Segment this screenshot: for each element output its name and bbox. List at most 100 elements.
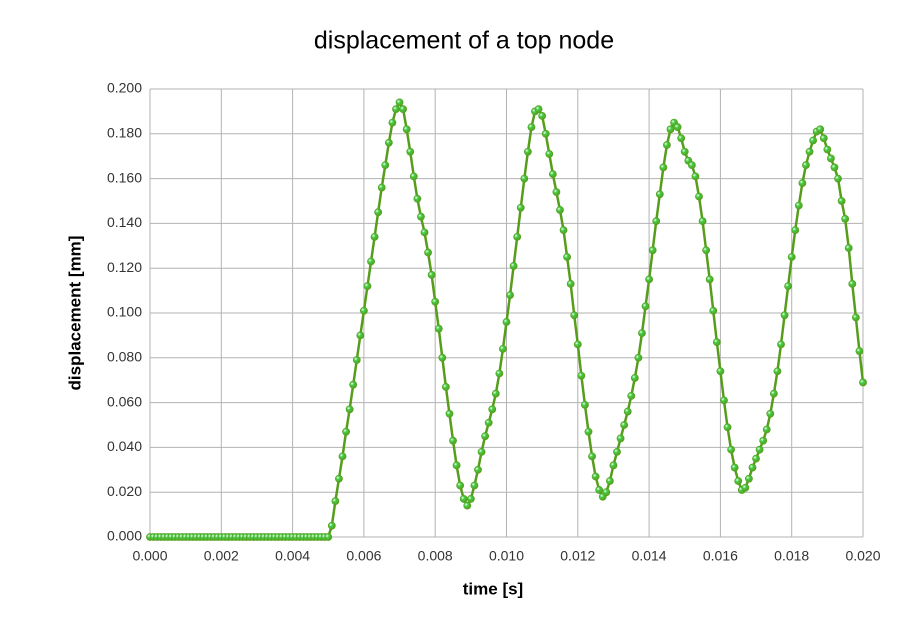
data-point bbox=[381, 161, 390, 170]
data-point bbox=[377, 183, 386, 192]
data-point bbox=[687, 161, 696, 170]
data-point bbox=[566, 279, 575, 288]
data-point bbox=[513, 232, 522, 241]
data-point bbox=[859, 378, 867, 387]
data-point bbox=[634, 353, 643, 362]
data-point bbox=[716, 367, 725, 376]
y-tick-label: 0.120 bbox=[107, 259, 142, 275]
y-tick-label: 0.000 bbox=[107, 528, 142, 544]
x-tick-label: 0.016 bbox=[703, 548, 738, 564]
data-point bbox=[352, 356, 361, 364]
data-point bbox=[638, 329, 646, 338]
data-point bbox=[363, 282, 372, 291]
data-point bbox=[741, 483, 750, 492]
data-point bbox=[367, 257, 375, 266]
data-point bbox=[809, 136, 817, 145]
data-point bbox=[523, 147, 532, 156]
data-point bbox=[584, 427, 593, 436]
data-point bbox=[548, 170, 557, 179]
data-point bbox=[648, 246, 657, 255]
data-point bbox=[641, 302, 650, 311]
data-point bbox=[830, 163, 839, 172]
data-point bbox=[666, 125, 675, 134]
x-tick-label: 0.014 bbox=[632, 548, 667, 564]
data-point bbox=[463, 501, 472, 510]
data-point bbox=[491, 389, 500, 398]
data-point bbox=[745, 474, 753, 483]
data-point bbox=[459, 495, 468, 503]
data-point bbox=[495, 369, 504, 378]
data-point bbox=[762, 425, 771, 434]
data-point bbox=[766, 409, 775, 418]
data-point bbox=[520, 174, 529, 183]
data-point bbox=[474, 465, 482, 474]
data-point bbox=[777, 340, 785, 349]
x-tick-label: 0.004 bbox=[275, 548, 310, 564]
data-point bbox=[349, 380, 358, 389]
y-tick-label: 0.040 bbox=[107, 438, 142, 454]
data-point bbox=[388, 118, 397, 127]
data-point bbox=[399, 105, 408, 114]
data-point bbox=[834, 174, 842, 183]
x-tick-label: 0.008 bbox=[418, 548, 453, 564]
x-tick-label: 0.002 bbox=[204, 548, 239, 564]
data-point bbox=[395, 98, 404, 107]
data-point bbox=[392, 105, 400, 114]
data-point bbox=[730, 463, 739, 472]
data-point bbox=[855, 347, 864, 355]
x-tick-label: 0.012 bbox=[560, 548, 595, 564]
data-point bbox=[345, 405, 354, 414]
data-point bbox=[823, 145, 832, 154]
data-point bbox=[720, 396, 728, 405]
data-point bbox=[452, 461, 461, 470]
data-point bbox=[816, 125, 825, 134]
y-tick-label: 0.060 bbox=[107, 393, 142, 409]
data-point bbox=[374, 208, 383, 217]
data-point bbox=[698, 217, 707, 226]
data-point bbox=[659, 163, 668, 172]
data-point bbox=[680, 147, 689, 156]
data-point bbox=[402, 125, 411, 134]
data-point bbox=[663, 141, 671, 149]
data-point bbox=[691, 172, 700, 181]
data-point bbox=[827, 154, 835, 163]
data-point bbox=[848, 279, 857, 288]
data-point bbox=[406, 147, 415, 156]
data-point bbox=[677, 134, 686, 143]
data-point bbox=[488, 405, 497, 414]
data-point bbox=[324, 533, 333, 541]
data-point bbox=[613, 447, 621, 456]
data-point bbox=[602, 488, 611, 497]
data-point bbox=[420, 228, 429, 237]
data-point bbox=[563, 253, 572, 261]
data-point bbox=[780, 311, 789, 320]
x-tick-label: 0.006 bbox=[346, 548, 381, 564]
data-point bbox=[844, 244, 853, 252]
data-point bbox=[427, 271, 436, 279]
data-point bbox=[499, 344, 507, 353]
data-point bbox=[581, 400, 589, 409]
data-point bbox=[477, 447, 486, 456]
data-point bbox=[338, 452, 347, 461]
data-point bbox=[673, 123, 682, 131]
data-point bbox=[409, 172, 418, 181]
x-tick-label: 0.010 bbox=[489, 548, 524, 564]
data-point bbox=[438, 353, 447, 362]
data-point bbox=[709, 306, 718, 315]
data-point bbox=[802, 161, 810, 170]
data-point bbox=[502, 318, 511, 326]
data-point bbox=[734, 477, 743, 485]
data-point bbox=[506, 291, 514, 299]
data-point bbox=[481, 432, 490, 441]
data-point bbox=[623, 407, 632, 416]
data-point bbox=[417, 212, 425, 221]
x-axis-label: time [s] bbox=[463, 579, 523, 598]
data-point bbox=[851, 313, 860, 322]
data-point bbox=[424, 248, 432, 257]
data-point bbox=[445, 409, 454, 418]
data-point bbox=[819, 134, 828, 143]
data-point bbox=[805, 147, 814, 156]
data-point bbox=[384, 138, 393, 147]
data-point bbox=[769, 389, 778, 398]
data-point bbox=[516, 203, 525, 212]
